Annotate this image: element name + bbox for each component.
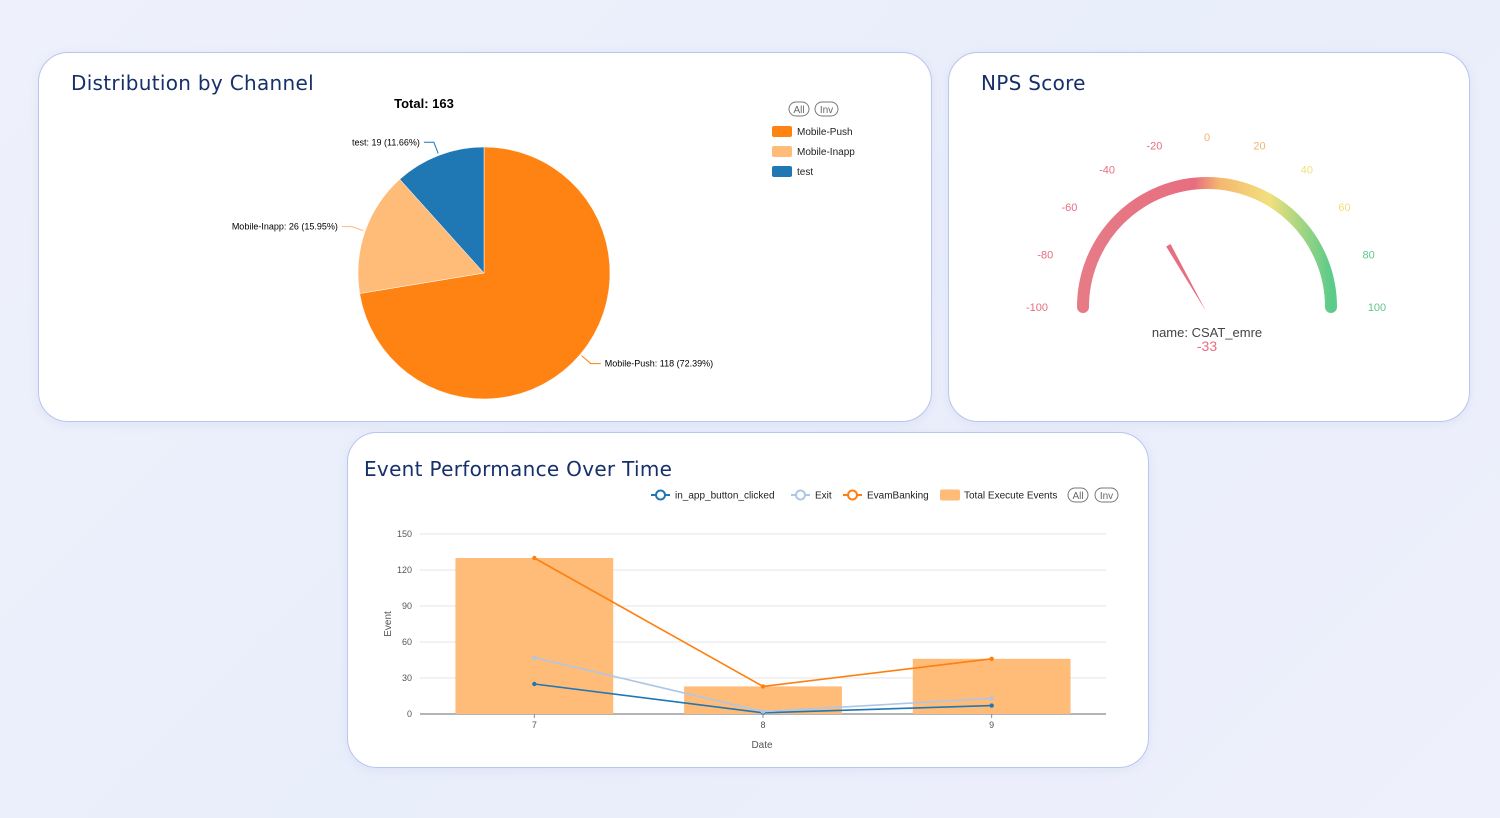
pie-label-line-test — [423, 141, 439, 154]
pie-legend-swatch-mobile-inapp — [772, 146, 792, 157]
bar-bars — [455, 558, 1071, 714]
pie-legend-all-text: All — [793, 105, 804, 116]
event-chart: 0 30 60 90 120 150 7 8 9 Date Event in_app_butto… — [383, 487, 1119, 751]
point-evambanking-9[interactable] — [989, 656, 994, 661]
gauge-tick-80: -80 — [1037, 249, 1053, 261]
event-legend-label-total-execute-events: Total Execute Events — [964, 491, 1057, 502]
gauge-tick-60: 60 — [1338, 202, 1350, 214]
pie-legend-toggle-inv[interactable]: Inv — [814, 101, 839, 117]
gauge-tick-20: -20 — [1147, 140, 1163, 152]
pie-label-mobile-push: Mobile-Push: 118 (72.39%) — [605, 359, 713, 369]
pie-legend-item-mobile-inapp[interactable]: Mobile-Inapp — [772, 146, 855, 158]
pie-slice-mobile-push[interactable] — [359, 146, 611, 400]
pie-label-line-mobile-inapp — [341, 226, 364, 232]
distribution-card: Distribution by Channel Total: 163 Mobil… — [38, 52, 932, 422]
bar-lines — [532, 555, 994, 715]
point-evambanking-8[interactable] — [760, 684, 766, 689]
gauge-name-label: name: CSAT_emre — [1152, 325, 1262, 340]
gauge-tick-20: 20 — [1253, 140, 1265, 152]
pie-legend-label-mobile-push: Mobile-Push — [797, 127, 853, 138]
pie-legend-inv-text: Inv — [820, 105, 833, 116]
pie-legend-item-test[interactable]: test — [772, 166, 813, 178]
event-legend-item-exit[interactable]: Exit — [791, 489, 832, 502]
event-card: Event Performance Over Time 0 30 60 90 120 15… — [347, 432, 1149, 768]
pie-legend: Mobile-Push Mobile-Inapp test — [772, 126, 855, 178]
pie-legend-label-test: test — [797, 167, 813, 178]
pie-legend-swatch-test — [772, 166, 792, 177]
distribution-title: Distribution by Channel — [71, 71, 314, 95]
pie-legend-toggle-all[interactable]: All — [788, 101, 810, 117]
point-exit-8[interactable] — [760, 709, 766, 714]
gauge-tick-40: 40 — [1301, 164, 1313, 176]
gauge-tick-60: -60 — [1062, 202, 1078, 214]
y-tick-150: 150 — [397, 529, 412, 539]
pie-legend-swatch-mobile-push — [772, 126, 792, 137]
event-legend: in_app_button_clicked Exit EvamBanking Tota… — [651, 489, 1057, 502]
gauge-needle-icon — [1166, 244, 1207, 312]
y-tick-90: 90 — [402, 601, 412, 611]
x-axis-title: Date — [751, 740, 773, 751]
event-legend-label-evambanking: EvamBanking — [867, 491, 929, 502]
x-tick-9: 9 — [989, 720, 994, 730]
event-legend-item-evambanking[interactable]: EvamBanking — [843, 489, 929, 502]
pie-total-label: Total: 163 — [394, 96, 454, 111]
nps-title: NPS Score — [981, 71, 1086, 95]
event-legend-toggle-inv[interactable]: Inv — [1094, 487, 1119, 503]
gauge-tick-80: 80 — [1363, 249, 1375, 261]
event-legend-label-exit: Exit — [815, 491, 832, 502]
gauge-tick-40: -40 — [1099, 164, 1115, 176]
y-tick-0: 0 — [407, 709, 412, 719]
point-exit-7[interactable] — [532, 655, 537, 660]
gauge-tick-100: -100 — [1026, 302, 1048, 314]
nps-gauge: -100 -80 -60 -40 -20 0 20 40 60 80 100 name: CSAT_… — [1026, 132, 1386, 354]
point-in-app-button-clicked-9[interactable] — [989, 703, 994, 708]
pie-labels: Mobile-Push: 118 (72.39%) Mobile-Inapp: 2… — [232, 137, 713, 368]
y-tick-60: 60 — [402, 637, 412, 647]
event-legend-marker-in-app-button-clicked — [655, 489, 666, 501]
pie-label-line-mobile-push — [581, 355, 601, 365]
gauge-tick-100: 100 — [1368, 302, 1386, 314]
pie-label-test: test: 19 (11.66%) — [352, 137, 420, 147]
event-legend-item-in-app-button-clicked[interactable]: in_app_button_clicked — [651, 489, 775, 502]
pie-slices — [357, 146, 611, 400]
gauge-arc — [1077, 177, 1337, 313]
event-legend-label-in-app-button-clicked: in_app_button_clicked — [675, 491, 775, 502]
pie-label-mobile-inapp: Mobile-Inapp: 26 (15.95%) — [232, 222, 338, 232]
x-tick-7: 7 — [532, 720, 537, 730]
gauge-ticks: -100 -80 -60 -40 -20 0 20 40 60 80 100 — [1026, 132, 1386, 314]
pie-legend-label-mobile-inapp: Mobile-Inapp — [797, 147, 855, 158]
y-tick-30: 30 — [402, 673, 412, 683]
pie-slice-test[interactable] — [399, 146, 485, 274]
event-legend-marker-exit — [795, 489, 806, 501]
gauge-tick-0: 0 — [1204, 132, 1210, 144]
gauge-value-label: -33 — [1197, 338, 1217, 354]
event-legend-all-text: All — [1072, 491, 1083, 502]
x-tick-8: 8 — [760, 720, 765, 730]
point-evambanking-7[interactable] — [532, 555, 537, 561]
point-exit-9[interactable] — [989, 696, 994, 701]
event-legend-toggle-all[interactable]: All — [1067, 487, 1089, 503]
y-tick-120: 120 — [397, 565, 412, 575]
pie-slice-mobile-inapp[interactable] — [357, 178, 485, 294]
y-axis-title: Event — [383, 611, 394, 637]
event-legend-item-total-execute-events[interactable]: Total Execute Events — [940, 489, 1057, 502]
bar-total-execute-events-7[interactable] — [455, 558, 614, 714]
pie-legend-item-mobile-push[interactable]: Mobile-Push — [772, 126, 853, 138]
bar-axis: 0 30 60 90 120 150 7 8 9 — [397, 529, 994, 730]
event-legend-marker-evambanking — [847, 489, 858, 501]
point-in-app-button-clicked-7[interactable] — [532, 681, 537, 687]
event-legend-swatch-total-execute-events — [940, 489, 960, 501]
nps-card: NPS Score -100 -80 -60 -40 -20 0 20 40 60 80 100 n… — [948, 52, 1470, 422]
event-legend-inv-text: Inv — [1100, 491, 1113, 502]
event-title: Event Performance Over Time — [364, 457, 673, 481]
pie-chart: Total: 163 Mobile-Push: 118 (72.39%)Mobi… — [232, 96, 855, 400]
